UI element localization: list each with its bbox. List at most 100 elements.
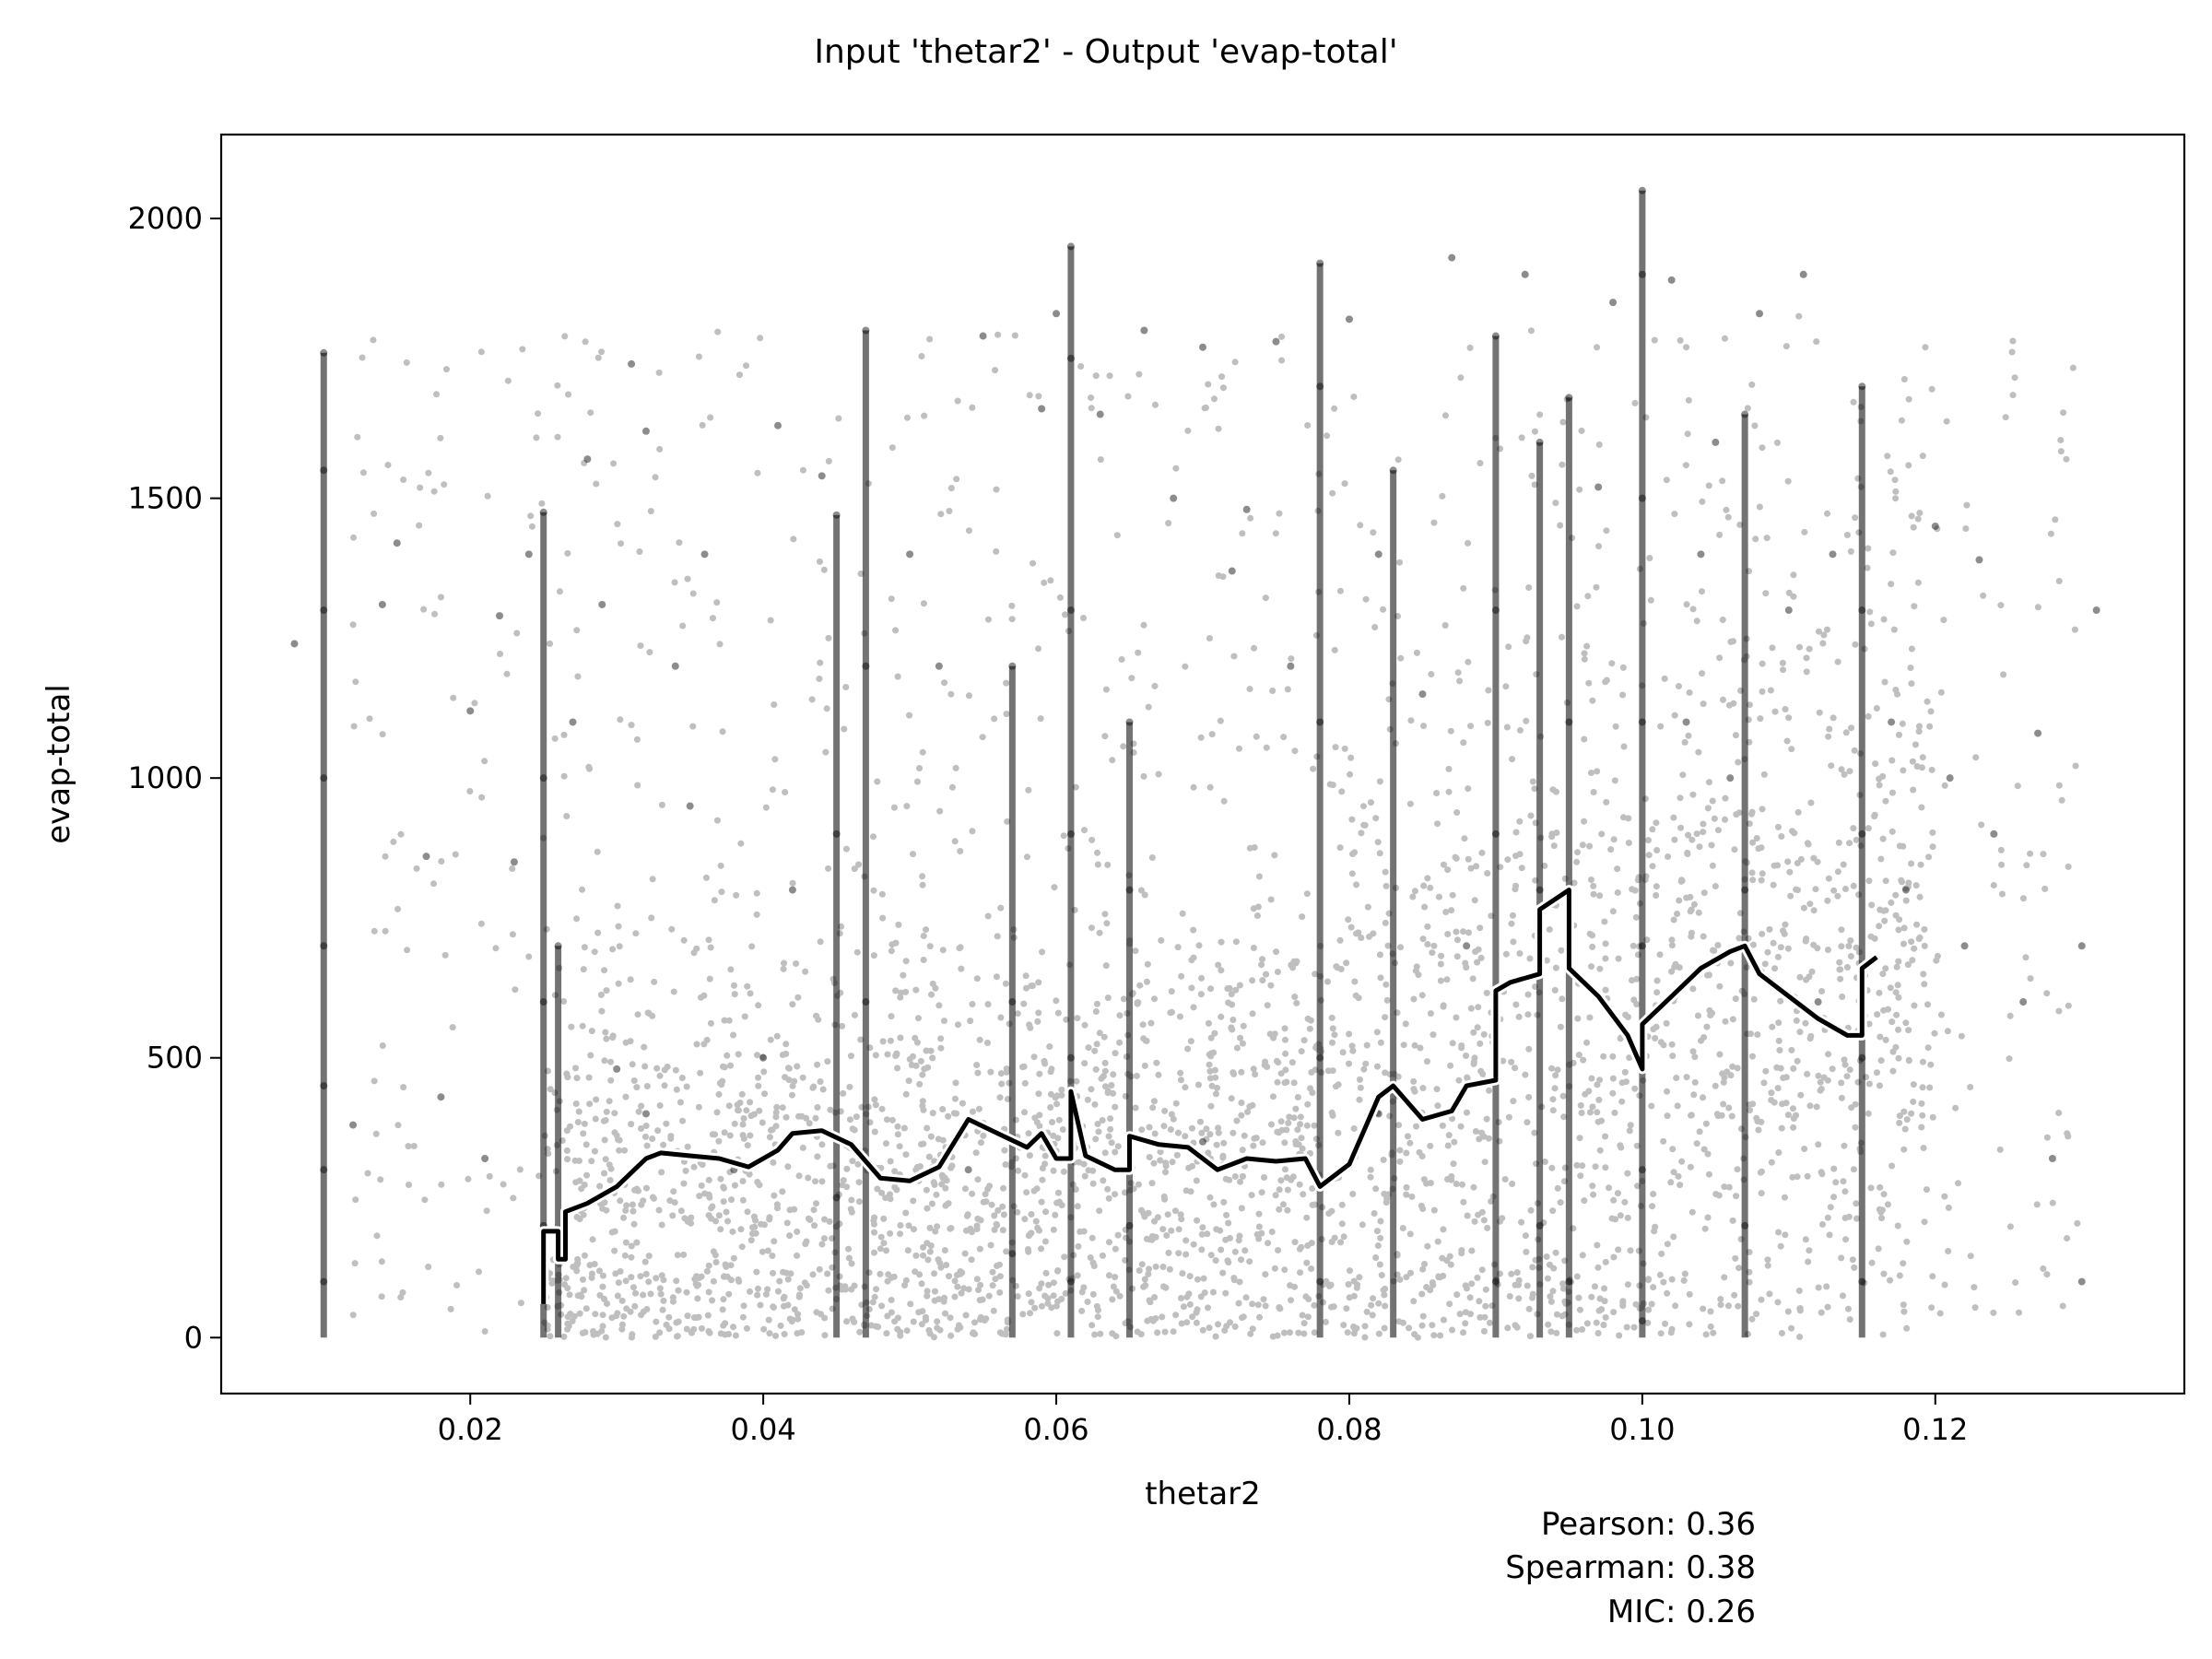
y-tick-label: 0: [184, 1320, 203, 1355]
scatter-point: [378, 600, 386, 608]
scatter-point: [1741, 1221, 1749, 1230]
scatter-point: [1316, 1277, 1324, 1286]
scatter-point: [349, 1121, 358, 1129]
scatter-point: [320, 348, 328, 357]
scatter-point: [1858, 606, 1866, 615]
scatter-point: [290, 640, 299, 648]
trend-line-path: [541, 888, 1878, 1304]
scatter-point: [1756, 310, 1764, 318]
scatter-point: [1316, 382, 1324, 391]
scatter-point: [2077, 942, 2086, 950]
scatter-point: [862, 662, 870, 670]
y-tick-label: 1000: [128, 760, 203, 795]
scatter-point: [1931, 522, 1939, 530]
scatter-point: [1491, 1277, 1500, 1286]
scatter-point: [832, 511, 841, 519]
scatter-point: [1066, 1053, 1075, 1062]
scatter-point: [1228, 567, 1236, 575]
scatter-point: [1272, 337, 1280, 346]
scatter-point: [1638, 494, 1646, 502]
scatter-point: [320, 1166, 328, 1174]
scatter-point: [1975, 556, 1983, 564]
scatter-point: [1066, 354, 1075, 362]
scatter-point: [1858, 1053, 1866, 1062]
scatter-point: [437, 1093, 445, 1101]
scatter-point: [1008, 662, 1017, 670]
scatter-point: [1858, 830, 1866, 838]
scatter-point: [1667, 276, 1676, 284]
y-tick-label: 2000: [128, 201, 203, 236]
scatter-point: [569, 718, 577, 726]
scatter-point: [613, 1065, 621, 1073]
scatter-point: [1697, 550, 1705, 559]
scatter-point: [1066, 242, 1075, 251]
scatter-point: [1741, 410, 1749, 418]
x-tick-label: 0.02: [438, 1412, 503, 1447]
scatter-point: [1638, 718, 1646, 726]
scatter-point: [320, 606, 328, 615]
scatter-point: [598, 600, 606, 608]
scatter-point: [818, 472, 826, 480]
scatter-point: [1448, 253, 1456, 262]
y-axis-label: evap-total: [41, 684, 77, 843]
scatter-point: [964, 1166, 972, 1174]
scatter-point: [774, 421, 782, 429]
scatter-point: [1096, 410, 1104, 418]
scatter-point: [1066, 830, 1075, 838]
scatter-point: [1960, 942, 1969, 950]
scatter-point: [510, 858, 518, 866]
scatter-point: [906, 550, 914, 559]
scatter-point: [1814, 998, 1822, 1006]
scatter-point: [1535, 438, 1544, 446]
stats-box: Pearson: 0.36 Spearman: 0.38 MIC: 0.26: [1505, 1506, 1756, 1630]
scatter-point: [1316, 259, 1324, 267]
scatter-point: [496, 612, 504, 620]
scatter-point: [393, 539, 401, 547]
scatter-point: [320, 466, 328, 475]
x-tick-label: 0.06: [1023, 1412, 1088, 1447]
trend-line: [538, 885, 1880, 1304]
scatter-point: [1389, 466, 1397, 475]
scatter-point: [1316, 718, 1324, 726]
scatter-point: [1858, 382, 1866, 391]
scatter-point: [1784, 606, 1793, 615]
plot-frame: [219, 133, 2186, 1395]
scatter-point: [1491, 830, 1500, 838]
scatter-point: [1287, 662, 1295, 670]
scatter-point: [466, 707, 475, 715]
scatter-point: [1535, 1221, 1544, 1230]
stat-mic: MIC: 0.26: [1607, 1594, 1756, 1630]
scatter-point: [1638, 942, 1646, 950]
scatter-point: [1829, 550, 1837, 559]
scatter-point: [1638, 1317, 1646, 1325]
scatter-point: [759, 1053, 768, 1062]
scatter-cloud: [320, 190, 2081, 1341]
scatter-point: [2019, 998, 2028, 1006]
x-axis-label: thetar2: [1145, 1476, 1261, 1512]
scatter-point: [1170, 494, 1178, 502]
scatter-point: [1066, 606, 1075, 615]
scatter-point: [1199, 343, 1206, 351]
scatter-point: [1799, 270, 1807, 278]
stat-spearman: Spearman: 0.38: [1505, 1549, 1756, 1586]
scatter-point: [1053, 310, 1061, 318]
scatter-point: [539, 508, 547, 516]
scatter-point: [2048, 1155, 2056, 1163]
scatter-point: [1535, 886, 1544, 894]
scatter-point: [2034, 729, 2042, 737]
scatter-point: [1038, 405, 1046, 413]
scatter-point: [641, 1110, 650, 1118]
scatter-point: [583, 455, 592, 464]
scatter-point: [935, 662, 943, 670]
scatter-point: [1638, 270, 1646, 278]
scatter-point: [1638, 186, 1646, 194]
scatter-point: [1491, 332, 1500, 340]
scatter-point: [2077, 1277, 2086, 1286]
scatter-point: [641, 427, 650, 435]
scatter-point: [1125, 886, 1134, 894]
scatter-point: [862, 326, 870, 335]
scatter-point: [1565, 1277, 1573, 1286]
scatter-point: [1463, 942, 1471, 950]
scatter-point: [1125, 1221, 1134, 1230]
x-tick-label: 0.04: [731, 1412, 796, 1447]
